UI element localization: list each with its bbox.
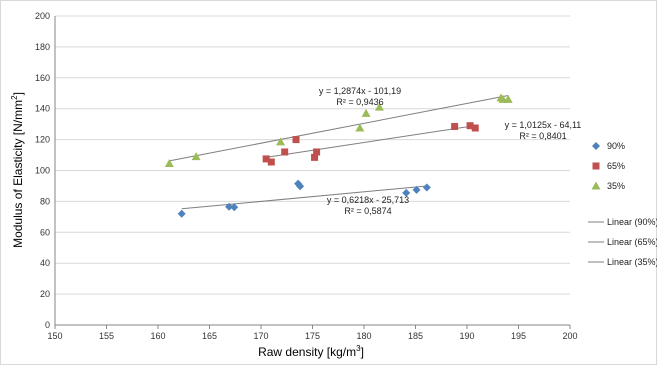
- trend-r2-65%: R² = 0,8401: [519, 131, 566, 141]
- point-65%: [281, 148, 289, 156]
- point-35%: [374, 102, 384, 111]
- legend-marker-35%: [591, 181, 601, 190]
- x-tick-label: 165: [202, 331, 217, 341]
- x-tick-label: 195: [511, 331, 526, 341]
- point-35%: [361, 108, 371, 117]
- y-tick-label: 0: [45, 320, 50, 330]
- point-90%: [296, 182, 305, 191]
- point-65%: [267, 158, 275, 166]
- trend-r2-90%: R² = 0,5874: [344, 206, 391, 216]
- legend-trend-label-65%: Linear (65%): [607, 237, 657, 247]
- x-tick-label: 175: [305, 331, 320, 341]
- gridlines: [55, 15, 570, 295]
- trendline-35%: [169, 94, 509, 162]
- point-65%: [451, 122, 459, 130]
- y-axis-label: Modulus of Elasticity [N/mm2]: [10, 92, 25, 248]
- point-65%: [471, 124, 479, 132]
- point-35%: [503, 94, 513, 103]
- legend: 90% 65% 35% Linear (90%) Linear (65%) Linear …: [588, 141, 657, 267]
- point-90%: [422, 183, 431, 192]
- trend-equation-90%: y = 0,6218x - 25,713: [327, 195, 409, 205]
- data-points: [164, 93, 513, 218]
- point-65%: [313, 148, 321, 156]
- trendlines: [169, 94, 509, 210]
- point-35%: [276, 137, 286, 146]
- point-90%: [225, 202, 234, 211]
- legend-label-90%: 90%: [607, 141, 625, 151]
- y-tick-label: 100: [35, 166, 50, 176]
- point-90%: [402, 188, 411, 197]
- point-65%: [311, 153, 319, 161]
- point-65%: [262, 155, 270, 163]
- y-tick-label: 80: [40, 196, 50, 206]
- point-65%: [466, 122, 474, 130]
- x-tick-label: 190: [459, 331, 474, 341]
- trendline-65%: [266, 125, 476, 158]
- point-90%: [177, 209, 186, 218]
- axes: 0 20 40 60 80 100 120 140 160 180 200 150 155 160 165 1…: [35, 11, 578, 341]
- point-35%: [164, 159, 174, 168]
- point-90%: [412, 185, 421, 194]
- legend-marker-90%: [592, 142, 600, 150]
- legend-label-35%: 35%: [607, 181, 625, 191]
- legend-marker-65%: [592, 162, 600, 170]
- y-tick-label: 60: [40, 227, 50, 237]
- trend-equation-65%: y = 1,0125x - 64,11: [505, 120, 582, 130]
- y-tick-label: 20: [40, 289, 50, 299]
- legend-trend-label-35%: Linear (35%): [607, 257, 657, 267]
- y-tick-label: 40: [40, 258, 50, 268]
- trend-equation-35%: y = 1,2874x - 101,19: [319, 86, 401, 96]
- x-tick-label: 155: [99, 331, 114, 341]
- x-tick-label: 170: [253, 331, 268, 341]
- x-tick-label: 160: [150, 331, 165, 341]
- point-35%: [355, 123, 365, 132]
- y-tick-label: 160: [35, 73, 50, 83]
- legend-label-65%: 65%: [607, 161, 625, 171]
- y-tick-label: 200: [35, 11, 50, 21]
- point-90%: [230, 203, 239, 212]
- y-tick-label: 120: [35, 135, 50, 145]
- point-35%: [191, 152, 201, 161]
- x-tick-label: 200: [562, 331, 577, 341]
- y-tick-label: 180: [35, 42, 50, 52]
- trendline-90%: [181, 185, 427, 210]
- point-65%: [292, 136, 300, 144]
- x-tick-label: 180: [356, 331, 371, 341]
- x-tick-label: 185: [408, 331, 423, 341]
- legend-trend-label-90%: Linear (90%): [607, 217, 657, 227]
- x-tick-label: 150: [47, 331, 62, 341]
- x-axis-label: Raw density [kg/m3]: [258, 344, 364, 359]
- y-tick-label: 140: [35, 104, 50, 114]
- trend-r2-35%: R² = 0,9436: [336, 97, 383, 107]
